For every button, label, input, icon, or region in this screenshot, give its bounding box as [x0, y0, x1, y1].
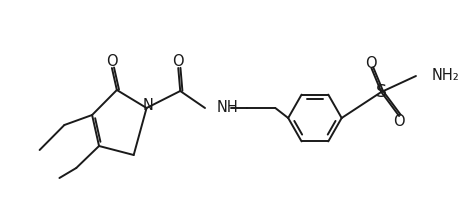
Text: S: S [376, 83, 387, 101]
Text: O: O [365, 56, 377, 71]
Text: O: O [393, 113, 405, 128]
Text: O: O [106, 54, 118, 70]
Text: NH: NH [217, 100, 239, 116]
Text: O: O [172, 54, 184, 70]
Text: N: N [143, 98, 154, 113]
Text: NH₂: NH₂ [432, 67, 459, 82]
